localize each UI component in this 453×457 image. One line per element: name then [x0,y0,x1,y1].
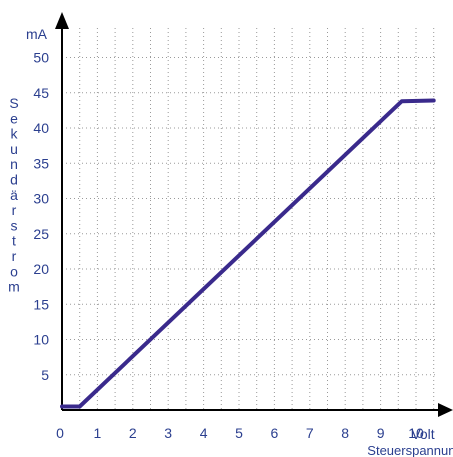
x-tick-label: 7 [306,425,314,441]
x-tick-label: 1 [94,425,102,441]
y-tick-label: 5 [41,367,49,383]
y-tick-label: 50 [33,50,49,66]
y-tick-label: 30 [33,191,49,207]
series-line [60,98,436,409]
y-axis-label-letter: m [8,279,20,295]
x-tick-labels: 0 1 2 3 4 5 6 7 8 9 10 [56,425,424,441]
x-tick-label: 0 [56,425,64,441]
y-tick-label: 40 [33,120,49,136]
x-tick-label: 6 [271,425,279,441]
x-tick-label: 10 [408,425,424,441]
y-tick-labels: 5 10 15 20 25 30 35 40 45 50 [33,50,49,383]
x-tick-label: 4 [200,425,208,441]
y-axis-label-letter: r [12,248,17,264]
y-axis-label-letter: n [10,156,18,172]
x-axis-label: Steuerspannung [367,443,453,457]
y-axis-arrow [55,12,69,29]
y-axis-label-letter: d [10,172,18,188]
y-axis-label-letter: r [12,202,17,218]
y-axis-label-letter: t [12,233,16,249]
grid [62,28,436,410]
x-tick-label: 5 [235,425,243,441]
y-axis-label-letter: s [11,217,18,233]
y-axis-label-letter: u [10,141,18,157]
axes [55,12,453,417]
y-tick-label: 35 [33,155,49,171]
y-axis-label-letter: o [10,263,18,279]
y-axis-label-letter: e [10,110,18,126]
x-tick-label: 8 [341,425,349,441]
y-tick-label: 15 [33,296,49,312]
y-axis-label-letter: ä [10,187,18,203]
y-tick-label: 20 [33,261,49,277]
x-tick-label: 2 [129,425,137,441]
x-tick-label: 3 [164,425,172,441]
x-tick-label: 9 [377,425,385,441]
y-tick-label: 10 [33,332,49,348]
x-axis-arrow [438,403,453,417]
y-axis-label-letter: k [11,126,19,142]
data-series [60,98,436,409]
y-unit-label: mA [26,26,48,42]
x-unit-label: Volt [411,426,434,442]
y-tick-label: 25 [33,226,49,242]
y-tick-label: 45 [33,85,49,101]
y-axis-label-letter: S [9,95,18,111]
